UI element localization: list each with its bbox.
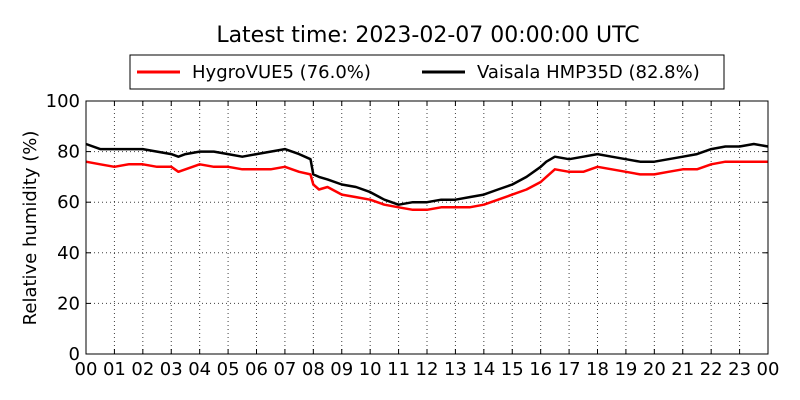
x-tick-label: 00 bbox=[757, 359, 780, 380]
y-tick-label: 20 bbox=[57, 293, 80, 314]
y-tick-label: 100 bbox=[46, 91, 80, 112]
x-tick-labels: 00 01 02 03 04 05 06 07 08 09 10 11 12 13 14 15 16 17 18 19… bbox=[75, 359, 780, 380]
x-tick-label: 12 bbox=[416, 359, 439, 380]
x-tick-label: 04 bbox=[188, 359, 211, 380]
grid bbox=[86, 101, 768, 354]
y-axis-label: Relative humidity (%) bbox=[20, 131, 41, 326]
legend-label-hygrovue5: HygroVUE5 (76.0%) bbox=[192, 62, 371, 83]
legend-label-vaisala: Vaisala HMP35D (82.8%) bbox=[477, 62, 700, 83]
x-tick-label: 00 bbox=[75, 359, 98, 380]
x-tick-label: 08 bbox=[302, 359, 325, 380]
series-line-hygrovue5 bbox=[85, 160, 768, 212]
y-tick-label: 0 bbox=[69, 344, 80, 365]
y-tick-label: 80 bbox=[57, 142, 80, 163]
axis-ticks bbox=[85, 100, 769, 355]
x-tick-label: 02 bbox=[131, 359, 154, 380]
x-tick-label: 01 bbox=[103, 359, 126, 380]
x-tick-label: 20 bbox=[643, 359, 666, 380]
x-tick-label: 13 bbox=[444, 359, 467, 380]
plot-area-frame bbox=[85, 100, 769, 355]
x-tick-label: 19 bbox=[614, 359, 637, 380]
x-tick-label: 16 bbox=[529, 359, 552, 380]
x-tick-label: 23 bbox=[728, 359, 751, 380]
legend: HygroVUE5 (76.0%) Vaisala HMP35D (82.8%) bbox=[129, 54, 725, 90]
chart-title: Latest time: 2023-02-07 00:00:00 UTC bbox=[216, 23, 639, 48]
y-tick-labels: 0 20 40 60 80 100 bbox=[46, 91, 80, 365]
x-tick-label: 17 bbox=[558, 359, 581, 380]
x-tick-label: 05 bbox=[217, 359, 240, 380]
series-lines bbox=[85, 142, 769, 212]
x-tick-label: 07 bbox=[273, 359, 296, 380]
x-tick-label: 21 bbox=[671, 359, 694, 380]
x-tick-label: 11 bbox=[387, 359, 410, 380]
x-tick-label: 09 bbox=[330, 359, 353, 380]
x-tick-label: 10 bbox=[359, 359, 382, 380]
x-tick-label: 22 bbox=[700, 359, 723, 380]
y-tick-label: 60 bbox=[57, 192, 80, 213]
x-tick-label: 15 bbox=[501, 359, 524, 380]
x-tick-label: 03 bbox=[160, 359, 183, 380]
x-tick-label: 14 bbox=[472, 359, 495, 380]
x-tick-label: 06 bbox=[245, 359, 268, 380]
x-tick-label: 18 bbox=[586, 359, 609, 380]
series-line-vaisala bbox=[85, 142, 769, 206]
y-tick-label: 40 bbox=[57, 243, 80, 264]
